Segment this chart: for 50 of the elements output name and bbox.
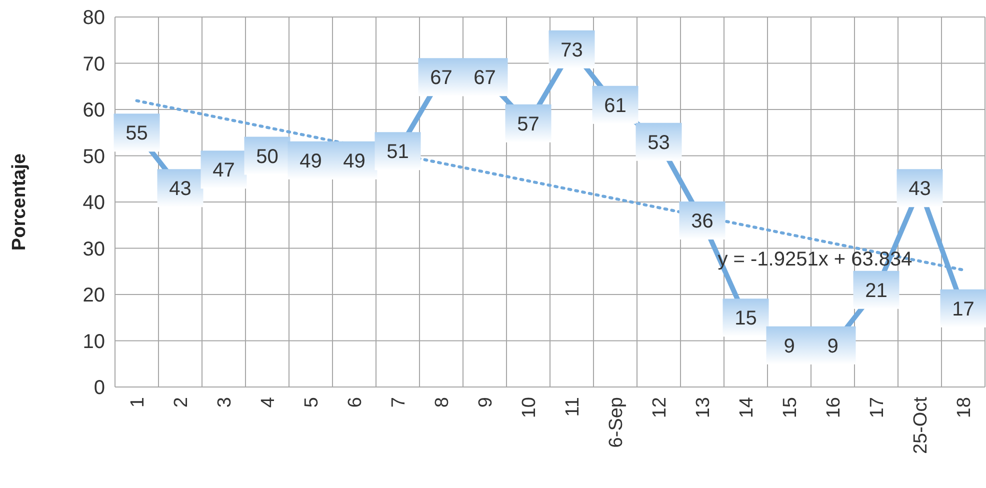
x-tick-label: 1 (127, 397, 148, 408)
data-label: 61 (604, 94, 626, 117)
x-tick-label: 7 (388, 397, 410, 408)
data-label: 67 (474, 67, 496, 90)
y-tick-label: 0 (94, 377, 105, 399)
data-label: 55 (126, 122, 148, 145)
y-tick-label: 70 (82, 53, 105, 76)
y-tick-label: 10 (82, 330, 105, 353)
x-tick-label: 14 (736, 396, 758, 418)
data-label: 67 (430, 67, 452, 90)
x-tick-label: 17 (866, 397, 888, 418)
x-tick-label: 18 (954, 397, 975, 418)
x-tick-label: 16 (823, 397, 844, 418)
data-label: 17 (952, 298, 974, 320)
data-label: 47 (212, 160, 235, 182)
data-label: 36 (691, 210, 714, 232)
y-tick-label: 40 (82, 192, 105, 214)
y-tick-label: 60 (82, 100, 105, 122)
data-label: 43 (169, 178, 192, 200)
y-tick-label: 50 (82, 146, 105, 168)
data-label: 53 (648, 132, 670, 154)
data-label: 9 (784, 335, 795, 358)
x-tick-label: 4 (258, 396, 279, 408)
data-label: 73 (560, 39, 583, 62)
x-tick-label: 2 (170, 397, 192, 408)
x-tick-label: 15 (780, 397, 801, 418)
data-label: 49 (300, 150, 322, 172)
y-tick-label: 20 (82, 284, 105, 306)
x-tick-label: 12 (649, 397, 670, 418)
x-tick-label: 10 (518, 397, 540, 418)
x-tick-label: 6-Sep (606, 397, 627, 448)
x-tick-label: 11 (562, 397, 584, 417)
data-label: 43 (908, 178, 931, 200)
x-tick-label: 25-Oct (910, 396, 932, 454)
x-tick-label: 6 (344, 397, 366, 408)
data-label: 9 (827, 335, 838, 358)
data-label: 50 (256, 146, 278, 168)
x-tick-label: 8 (432, 397, 453, 408)
data-label: 15 (734, 308, 757, 330)
data-label: 49 (343, 150, 366, 172)
x-tick-label: 13 (692, 397, 714, 418)
x-tick-label: 5 (301, 397, 322, 408)
y-tick-label: 80 (82, 7, 105, 29)
y-tick-label: 30 (82, 238, 105, 260)
x-tick-label: 3 (214, 397, 236, 408)
x-tick-label: 9 (475, 397, 496, 408)
data-label: 57 (517, 113, 540, 136)
data-label: 21 (865, 280, 888, 302)
y-axis-title: Porcentaje (9, 153, 30, 251)
data-label: 51 (386, 141, 409, 164)
